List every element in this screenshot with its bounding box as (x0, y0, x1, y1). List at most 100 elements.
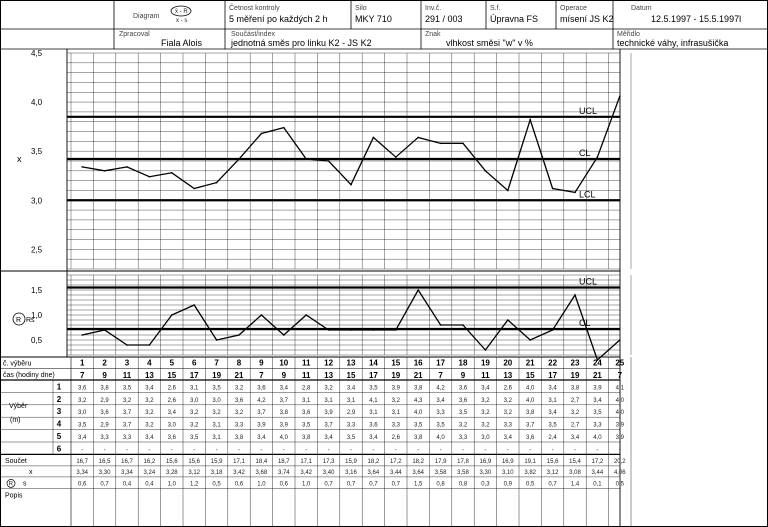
note-label: Popis (5, 492, 23, 499)
data-point (327, 329, 330, 331)
mean-cell: 3,12 (547, 470, 559, 476)
sample-number: 19 (481, 359, 490, 368)
time-value: 15 (526, 371, 535, 380)
data-point (417, 136, 420, 139)
row-number: 5 (57, 432, 62, 441)
sum-cell: 18,7 (278, 459, 290, 465)
sum-cell: 16,7 (121, 459, 133, 465)
data-point (529, 118, 531, 121)
meter-value: technické váhy, infrasušička (617, 38, 728, 48)
mean-cell: 3,30 (99, 470, 111, 476)
data-point (574, 191, 576, 194)
rs-axis-marker (12, 312, 26, 326)
measurement-cell: 3,4 (436, 398, 445, 404)
row-number: 6 (57, 444, 62, 453)
measurement-cell: 3,2 (392, 398, 401, 404)
sample-number: 10 (279, 359, 288, 368)
row-number: 2 (57, 395, 62, 404)
data-point (439, 324, 442, 326)
measurement-cell: 3,4 (369, 435, 378, 441)
data-point (439, 142, 442, 145)
measurement-cell: 3,7 (123, 410, 132, 416)
measurement-cell: - (574, 447, 576, 453)
measurement-cell: 3,0 (212, 398, 221, 404)
measurement-cell: 3,6 (235, 398, 244, 404)
mean-cell: 3,10 (502, 470, 514, 476)
measurement-cell: - (126, 447, 128, 453)
range-cell: 1,5 (414, 481, 423, 487)
unit-label: (m) (10, 417, 21, 424)
silo-value: MKY 710 (355, 14, 392, 24)
data-point (507, 319, 509, 321)
time-value: 13 (145, 371, 154, 380)
measurement-cell: 3,8 (100, 385, 109, 391)
measurement-cell: 3,4 (280, 385, 289, 391)
range-cell: 0,5 (212, 481, 221, 487)
measurement-cell: 4,0 (526, 398, 535, 404)
y-tick-label: 2,5 (31, 245, 43, 254)
time-value: 15 (347, 371, 356, 380)
range-cell: 0,3 (481, 481, 490, 487)
measurement-cell: 3,8 (302, 435, 311, 441)
diagram-selection-marker (170, 5, 192, 17)
measurement-cell: 2,9 (100, 398, 109, 404)
measurement-cell: 2,6 (168, 385, 177, 391)
operation-label: Operace (560, 5, 587, 12)
data-point (529, 339, 531, 341)
measurement-cell: 3,4 (571, 435, 580, 441)
data-point (395, 156, 397, 158)
data-point (327, 160, 330, 162)
measurement-cell: 3,4 (504, 435, 513, 441)
measurement-cell: 2,6 (392, 435, 401, 441)
feature-label: Znak (425, 31, 441, 38)
measurement-cell: 3,1 (369, 410, 378, 416)
measurement-cell: 3,9 (324, 410, 333, 416)
data-point (372, 136, 375, 139)
frequency-label: Četnost kontroly (229, 3, 280, 12)
data-point (215, 339, 218, 341)
sample-number: 18 (459, 359, 468, 368)
data-point (305, 314, 308, 316)
measurement-cell: - (260, 447, 262, 453)
measurement-cell: 4,2 (436, 385, 445, 391)
row-number: 1 (57, 382, 62, 391)
sample-number: 9 (259, 359, 264, 368)
measurement-cell: 3,3 (347, 423, 356, 429)
data-point (574, 294, 576, 296)
range-marker (6, 479, 16, 488)
sf-value: Úpravna FS (490, 14, 538, 24)
measurement-cell: - (350, 447, 352, 453)
range-cell: 1,0 (302, 481, 311, 487)
measurement-cell: 3,2 (459, 423, 468, 429)
data-point (238, 334, 240, 336)
measurement-cell: 4,0 (593, 435, 602, 441)
measurement-cell: 4,1 (369, 398, 378, 404)
measurement-cell: 2,6 (168, 398, 177, 404)
sum-cell: 17,2 (592, 459, 604, 465)
data-point (238, 158, 240, 160)
data-point (619, 339, 621, 341)
measurement-cell: 4,0 (280, 435, 289, 441)
mean-cell: 3,42 (300, 470, 312, 476)
range-cell: 0,4 (123, 481, 132, 487)
measurement-cell: 3,2 (481, 423, 490, 429)
measurement-cell: 3,2 (571, 410, 580, 416)
measurement-cell: 2,7 (571, 423, 580, 429)
measurement-cell: - (596, 447, 598, 453)
measurement-cell: 3,5 (212, 385, 221, 391)
measurement-cell: 3,2 (190, 423, 199, 429)
range-label: s (23, 480, 27, 487)
measurement-cell: 3,2 (78, 398, 87, 404)
measurement-cell: 3,2 (324, 385, 333, 391)
measurement-cell: - (148, 447, 150, 453)
measurement-cell: 2,8 (302, 385, 311, 391)
measurement-cell: 3,4 (78, 435, 87, 441)
measurement-cell: 3,3 (392, 423, 401, 429)
time-value: 19 (212, 371, 221, 380)
measurement-cell: - (372, 447, 374, 453)
measurement-cell: - (193, 447, 195, 453)
range-cell: 1,0 (168, 481, 177, 487)
data-point (305, 158, 308, 160)
sum-cell: 16,5 (99, 459, 111, 465)
measurement-cell: 3,5 (369, 385, 378, 391)
